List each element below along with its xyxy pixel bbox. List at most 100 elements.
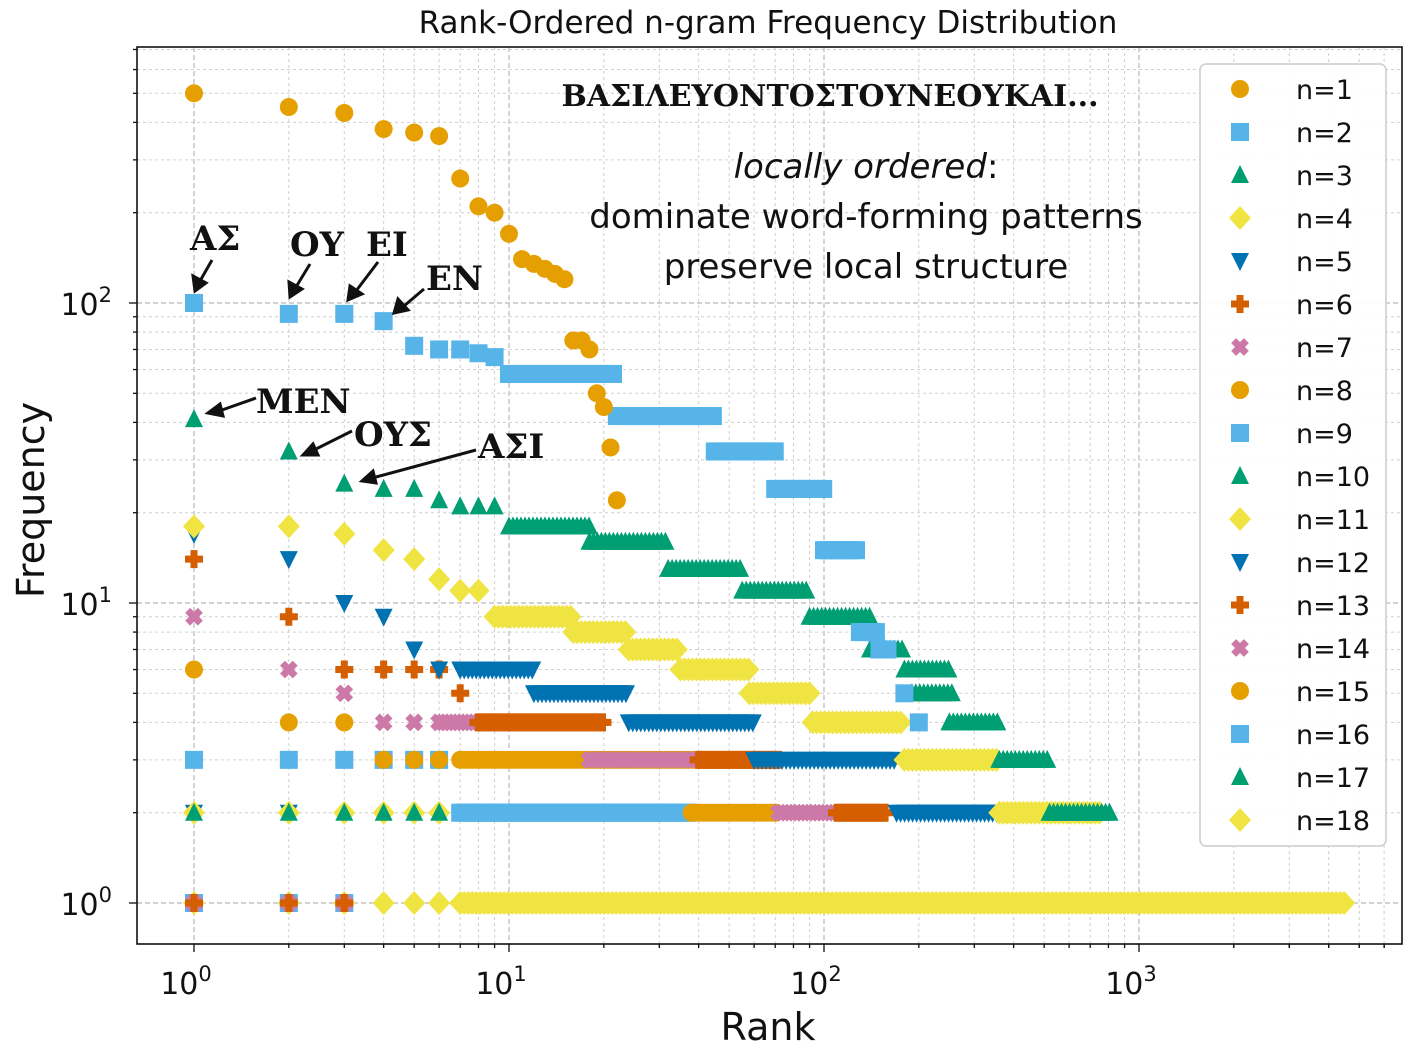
arrow-asi (358, 448, 477, 485)
legend-label: n=1 (1296, 75, 1353, 106)
data-point (430, 340, 449, 359)
data-point (185, 84, 203, 103)
data-point (335, 304, 354, 323)
data-point (614, 620, 637, 645)
label-ei: ΕΙ (366, 225, 408, 265)
data-point (656, 531, 675, 550)
x-tick-label: 101 (475, 962, 527, 1002)
data-point (665, 637, 688, 662)
data-point (814, 479, 833, 498)
data-point (580, 340, 599, 359)
label-ou: ΟΥ (290, 225, 345, 265)
data-point (279, 551, 298, 570)
x-glyph (279, 660, 298, 679)
data-point (1333, 891, 1356, 915)
annotation-italic: locally ordered (734, 147, 988, 187)
data-point (616, 685, 635, 704)
data-point (430, 127, 449, 146)
x-glyph (1231, 338, 1249, 356)
legend-items: n=1 n=2 n=3 n=4 n=5 n=6 n=7 n=8 n=9 n=10 n=11 n=12 n… (1229, 75, 1370, 837)
data-point (335, 595, 354, 613)
data-point (889, 710, 912, 735)
series-n1 (185, 84, 626, 510)
legend-marker (1231, 338, 1249, 356)
y-axis-label: Frequency (9, 402, 53, 598)
arrow-ei (346, 261, 380, 303)
data-point (604, 364, 622, 383)
legend-item: n=18 (1229, 806, 1370, 837)
legend-item: n=1 (1231, 75, 1353, 106)
data-point (279, 441, 298, 460)
y-tick-label: 100 (60, 883, 112, 923)
annotation-colon: : (987, 147, 998, 187)
data-point (607, 491, 626, 510)
chart-title: Rank-Ordered n-gram Frequency Distributi… (419, 5, 1118, 41)
data-points (183, 84, 1356, 915)
arrow-ous (299, 429, 353, 457)
legend-label: n=12 (1296, 548, 1370, 579)
data-point (594, 398, 613, 417)
x-glyph (405, 713, 424, 732)
data-point (798, 681, 821, 706)
data-point (335, 103, 354, 122)
x-tick-label: 102 (790, 962, 842, 1002)
data-point (405, 713, 424, 732)
legend-marker (1231, 767, 1249, 785)
data-point (185, 660, 203, 679)
data-point (765, 442, 784, 461)
series-n2 (185, 294, 928, 732)
annotation-arrows (191, 259, 477, 485)
data-point (279, 894, 298, 912)
data-point (878, 640, 897, 659)
data-point (942, 683, 961, 702)
legend-marker (1231, 381, 1249, 399)
data-point (469, 197, 488, 216)
legend-marker (1231, 253, 1249, 271)
data-point (374, 660, 393, 679)
data-point (185, 607, 203, 626)
data-point (485, 203, 504, 222)
annotation-header: ΒΑΣΙΛΕΥΟΝΤΟΣΤΟΥΝΕΟΥΚΑΙ... (561, 79, 1098, 114)
x-tick-label: 100 (160, 962, 212, 1002)
data-point (939, 659, 958, 678)
data-point (185, 750, 203, 769)
arrow-en (391, 287, 425, 315)
legend-marker (1231, 725, 1249, 743)
data-point (467, 578, 490, 603)
data-point (451, 496, 470, 515)
legend-item: n=16 (1231, 720, 1370, 751)
data-point (279, 802, 298, 821)
data-point (405, 802, 424, 821)
data-point (403, 891, 426, 915)
data-point (523, 661, 542, 680)
data-point (430, 490, 449, 509)
data-point (183, 514, 205, 539)
legend-label: n=3 (1296, 161, 1353, 192)
data-point (335, 660, 354, 679)
series-n8 (185, 660, 785, 822)
data-point (279, 660, 298, 679)
arrow-as (191, 259, 214, 294)
data-point (185, 894, 203, 912)
legend-label: n=11 (1296, 505, 1370, 536)
data-point (405, 641, 424, 660)
legend-label: n=10 (1296, 462, 1370, 493)
data-point (374, 750, 393, 769)
legend-label: n=14 (1296, 634, 1370, 665)
series-n10 (185, 802, 449, 821)
x-glyph (335, 684, 354, 703)
legend-label: n=6 (1296, 290, 1353, 321)
data-point (335, 750, 354, 769)
series-n3 (185, 409, 1119, 821)
data-point (428, 567, 451, 592)
legend-label: n=13 (1296, 591, 1370, 622)
data-point (430, 750, 449, 769)
data-point (587, 384, 606, 403)
data-point (451, 169, 470, 188)
data-point (374, 478, 393, 497)
legend-marker (1231, 466, 1249, 484)
series-n4 (183, 514, 1356, 915)
data-point (895, 684, 914, 703)
annotation-line1: locally ordered: (734, 147, 999, 187)
